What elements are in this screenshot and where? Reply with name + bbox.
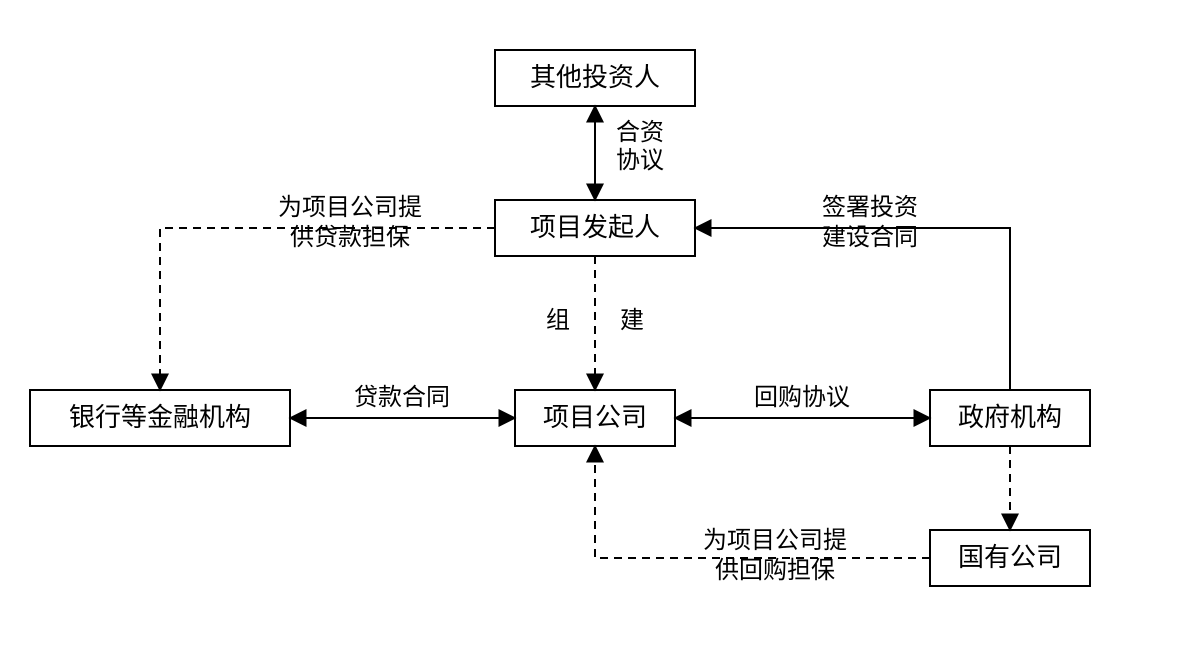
edge-label: 协议: [616, 147, 664, 174]
node-label: 项目公司: [543, 403, 647, 432]
edge-establish: 组 建: [546, 256, 644, 390]
edge-label: 供回购担保: [715, 557, 835, 584]
node-label: 银行等金融机构: [69, 403, 251, 432]
edge-label: 签署投资: [822, 194, 918, 221]
edge-sponsor-to-bank: 为项目公司提 供贷款担保: [160, 194, 495, 390]
node-other-investors: 其他投资人: [495, 50, 695, 106]
edge-label: 建: [620, 307, 644, 334]
edge-jv-agreement: 合资 协议: [595, 106, 664, 200]
edge-label: 贷款合同: [354, 384, 450, 411]
node-label: 项目发起人: [530, 213, 660, 242]
edge-repurchase: 回购协议: [675, 384, 930, 418]
node-project-company: 项目公司: [515, 390, 675, 446]
edge-sign-investment: 签署投资 建设合同: [695, 194, 1010, 390]
node-label: 其他投资人: [530, 63, 660, 92]
edge-label: 合资: [616, 119, 664, 146]
node-bank: 银行等金融机构: [30, 390, 290, 446]
diagram-canvas: 其他投资人 项目发起人 项目公司 银行等金融机构 政府机构 国有公司 合资 协议…: [0, 0, 1186, 652]
edge-label: 建设合同: [822, 224, 918, 251]
edge-loan-contract: 贷款合同: [290, 384, 515, 418]
edge-label: 为项目公司提: [703, 527, 847, 554]
node-project-sponsor: 项目发起人: [495, 200, 695, 256]
edge-label: 组: [546, 307, 570, 334]
node-label: 国有公司: [958, 543, 1062, 572]
edge-label: 回购协议: [754, 384, 850, 411]
edge-label: 供贷款担保: [290, 224, 410, 251]
edge-state-to-project: 为项目公司提 供回购担保: [595, 446, 930, 584]
node-state-company: 国有公司: [930, 530, 1090, 586]
node-label: 政府机构: [958, 403, 1062, 432]
edge-label: 为项目公司提: [278, 194, 422, 221]
node-government: 政府机构: [930, 390, 1090, 446]
